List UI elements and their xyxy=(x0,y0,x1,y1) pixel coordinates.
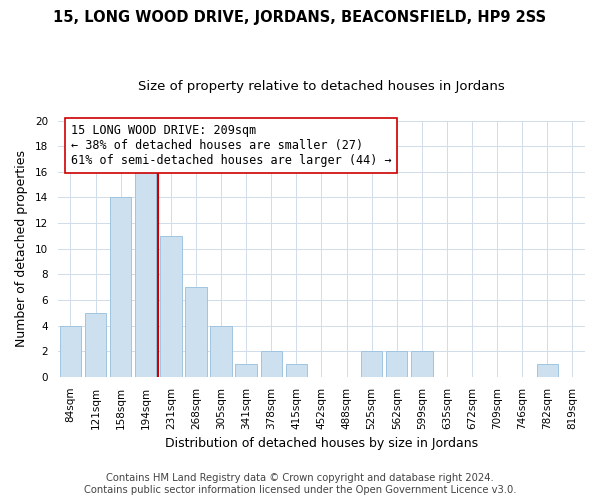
Bar xyxy=(160,236,182,377)
Bar xyxy=(135,159,157,377)
Bar xyxy=(260,351,282,377)
Bar xyxy=(361,351,382,377)
Bar xyxy=(536,364,558,377)
Bar xyxy=(60,326,81,377)
Y-axis label: Number of detached properties: Number of detached properties xyxy=(15,150,28,347)
Bar xyxy=(110,198,131,377)
Title: Size of property relative to detached houses in Jordans: Size of property relative to detached ho… xyxy=(138,80,505,93)
Bar xyxy=(85,313,106,377)
Bar xyxy=(286,364,307,377)
Bar xyxy=(211,326,232,377)
X-axis label: Distribution of detached houses by size in Jordans: Distribution of detached houses by size … xyxy=(165,437,478,450)
Text: 15 LONG WOOD DRIVE: 209sqm
← 38% of detached houses are smaller (27)
61% of semi: 15 LONG WOOD DRIVE: 209sqm ← 38% of deta… xyxy=(71,124,391,168)
Text: 15, LONG WOOD DRIVE, JORDANS, BEACONSFIELD, HP9 2SS: 15, LONG WOOD DRIVE, JORDANS, BEACONSFIE… xyxy=(53,10,547,25)
Bar xyxy=(386,351,407,377)
Bar xyxy=(235,364,257,377)
Text: Contains HM Land Registry data © Crown copyright and database right 2024.
Contai: Contains HM Land Registry data © Crown c… xyxy=(84,474,516,495)
Bar xyxy=(411,351,433,377)
Bar xyxy=(185,287,206,377)
